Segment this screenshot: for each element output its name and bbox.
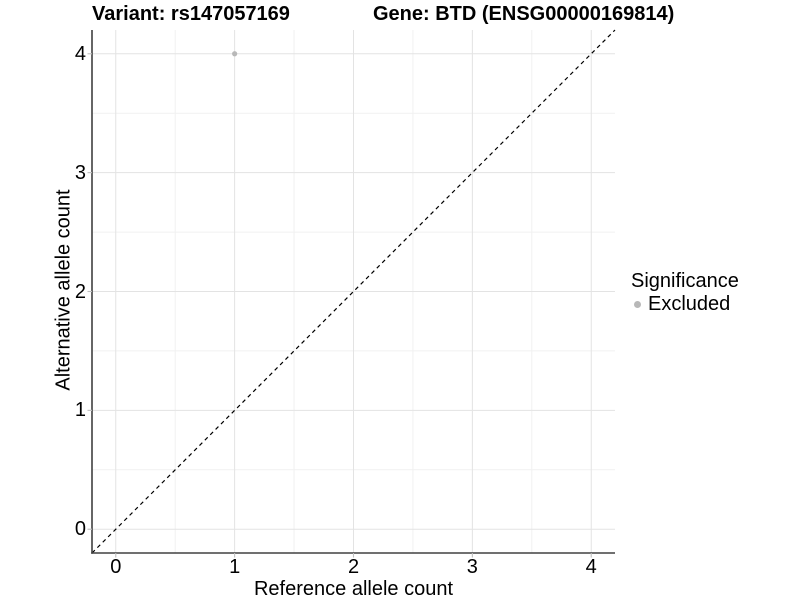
y-tick-label: 2: [74, 280, 86, 303]
legend-entry-label: Excluded: [648, 293, 731, 315]
x-tick-label: 1: [229, 556, 241, 578]
legend-title: Significance: [631, 270, 739, 292]
x-tick-label: 0: [110, 556, 122, 578]
y-axis-label: Alternative allele count: [52, 189, 75, 391]
x-tick-label: 3: [466, 556, 478, 578]
legend-key-dot-icon: [634, 300, 641, 308]
x-tick-label: 2: [347, 556, 360, 578]
legend-entry: Excluded: [631, 293, 739, 315]
x-axis-label: Reference allele count: [253, 578, 453, 600]
y-tick-label: 0: [74, 518, 86, 541]
gene-title: Gene: BTD (ENSG00000169814): [373, 3, 675, 25]
variant-title: Variant: rs147057169: [92, 3, 290, 25]
y-tick-label: 3: [74, 161, 86, 184]
legend: Significance Excluded: [631, 270, 739, 315]
x-tick-label: 4: [585, 556, 597, 578]
identity-dashed-line: [91, 29, 616, 554]
data-point: [232, 51, 238, 57]
y-tick-label: 1: [74, 399, 86, 422]
y-tick-label: 4: [74, 42, 86, 65]
